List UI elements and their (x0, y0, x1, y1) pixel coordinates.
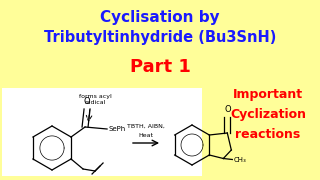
Text: O: O (224, 105, 231, 114)
Text: reactions: reactions (236, 128, 300, 141)
Text: Cyclization: Cyclization (230, 108, 306, 121)
Text: CH₃: CH₃ (233, 158, 246, 163)
Text: Tributyltinhydride (Bu3SnH): Tributyltinhydride (Bu3SnH) (44, 30, 276, 45)
Text: Important: Important (233, 88, 303, 101)
Text: Cyclisation by: Cyclisation by (100, 10, 220, 25)
Text: Heat: Heat (139, 133, 154, 138)
Text: SePh: SePh (108, 126, 125, 132)
Text: O: O (84, 97, 90, 106)
Text: forms acyl
radical: forms acyl radical (79, 94, 111, 105)
Bar (2, 88, 202, 176)
Text: Part 1: Part 1 (130, 58, 190, 76)
Text: TBTH, AIBN,: TBTH, AIBN, (127, 124, 165, 129)
